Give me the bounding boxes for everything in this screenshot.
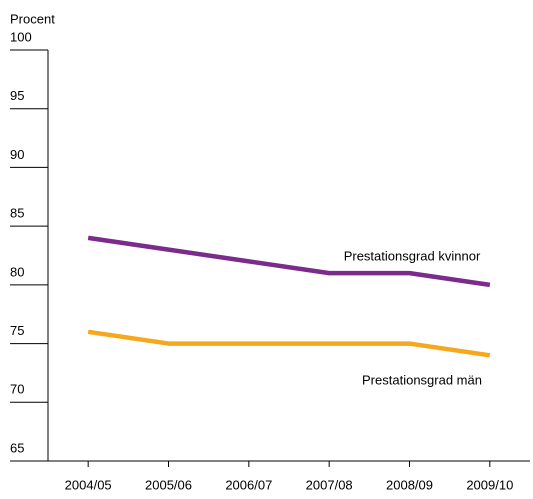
y-tick-label: 95 bbox=[10, 88, 24, 103]
x-tick-label: 2009/10 bbox=[466, 477, 513, 492]
series-label: Prestationsgrad män bbox=[362, 372, 482, 387]
y-tick-label: 65 bbox=[10, 440, 24, 455]
x-tick-label: 2007/08 bbox=[306, 477, 353, 492]
x-tick-label: 2004/05 bbox=[65, 477, 112, 492]
y-tick-label: 70 bbox=[10, 382, 24, 397]
y-axis-label: Procent bbox=[10, 11, 55, 26]
series-line bbox=[87, 235, 491, 288]
y-tick-label: 85 bbox=[10, 206, 24, 221]
y-tick-label: 80 bbox=[10, 264, 24, 279]
series-label: Prestationsgrad kvinnor bbox=[344, 248, 481, 263]
series-line bbox=[87, 329, 491, 358]
y-tick-label: 75 bbox=[10, 323, 24, 338]
x-tick-label: 2008/09 bbox=[386, 477, 433, 492]
y-tick-label: 90 bbox=[10, 147, 24, 162]
y-tick-label: 100 bbox=[10, 29, 32, 44]
x-tick-label: 2006/07 bbox=[225, 477, 272, 492]
x-tick-label: 2005/06 bbox=[145, 477, 192, 492]
